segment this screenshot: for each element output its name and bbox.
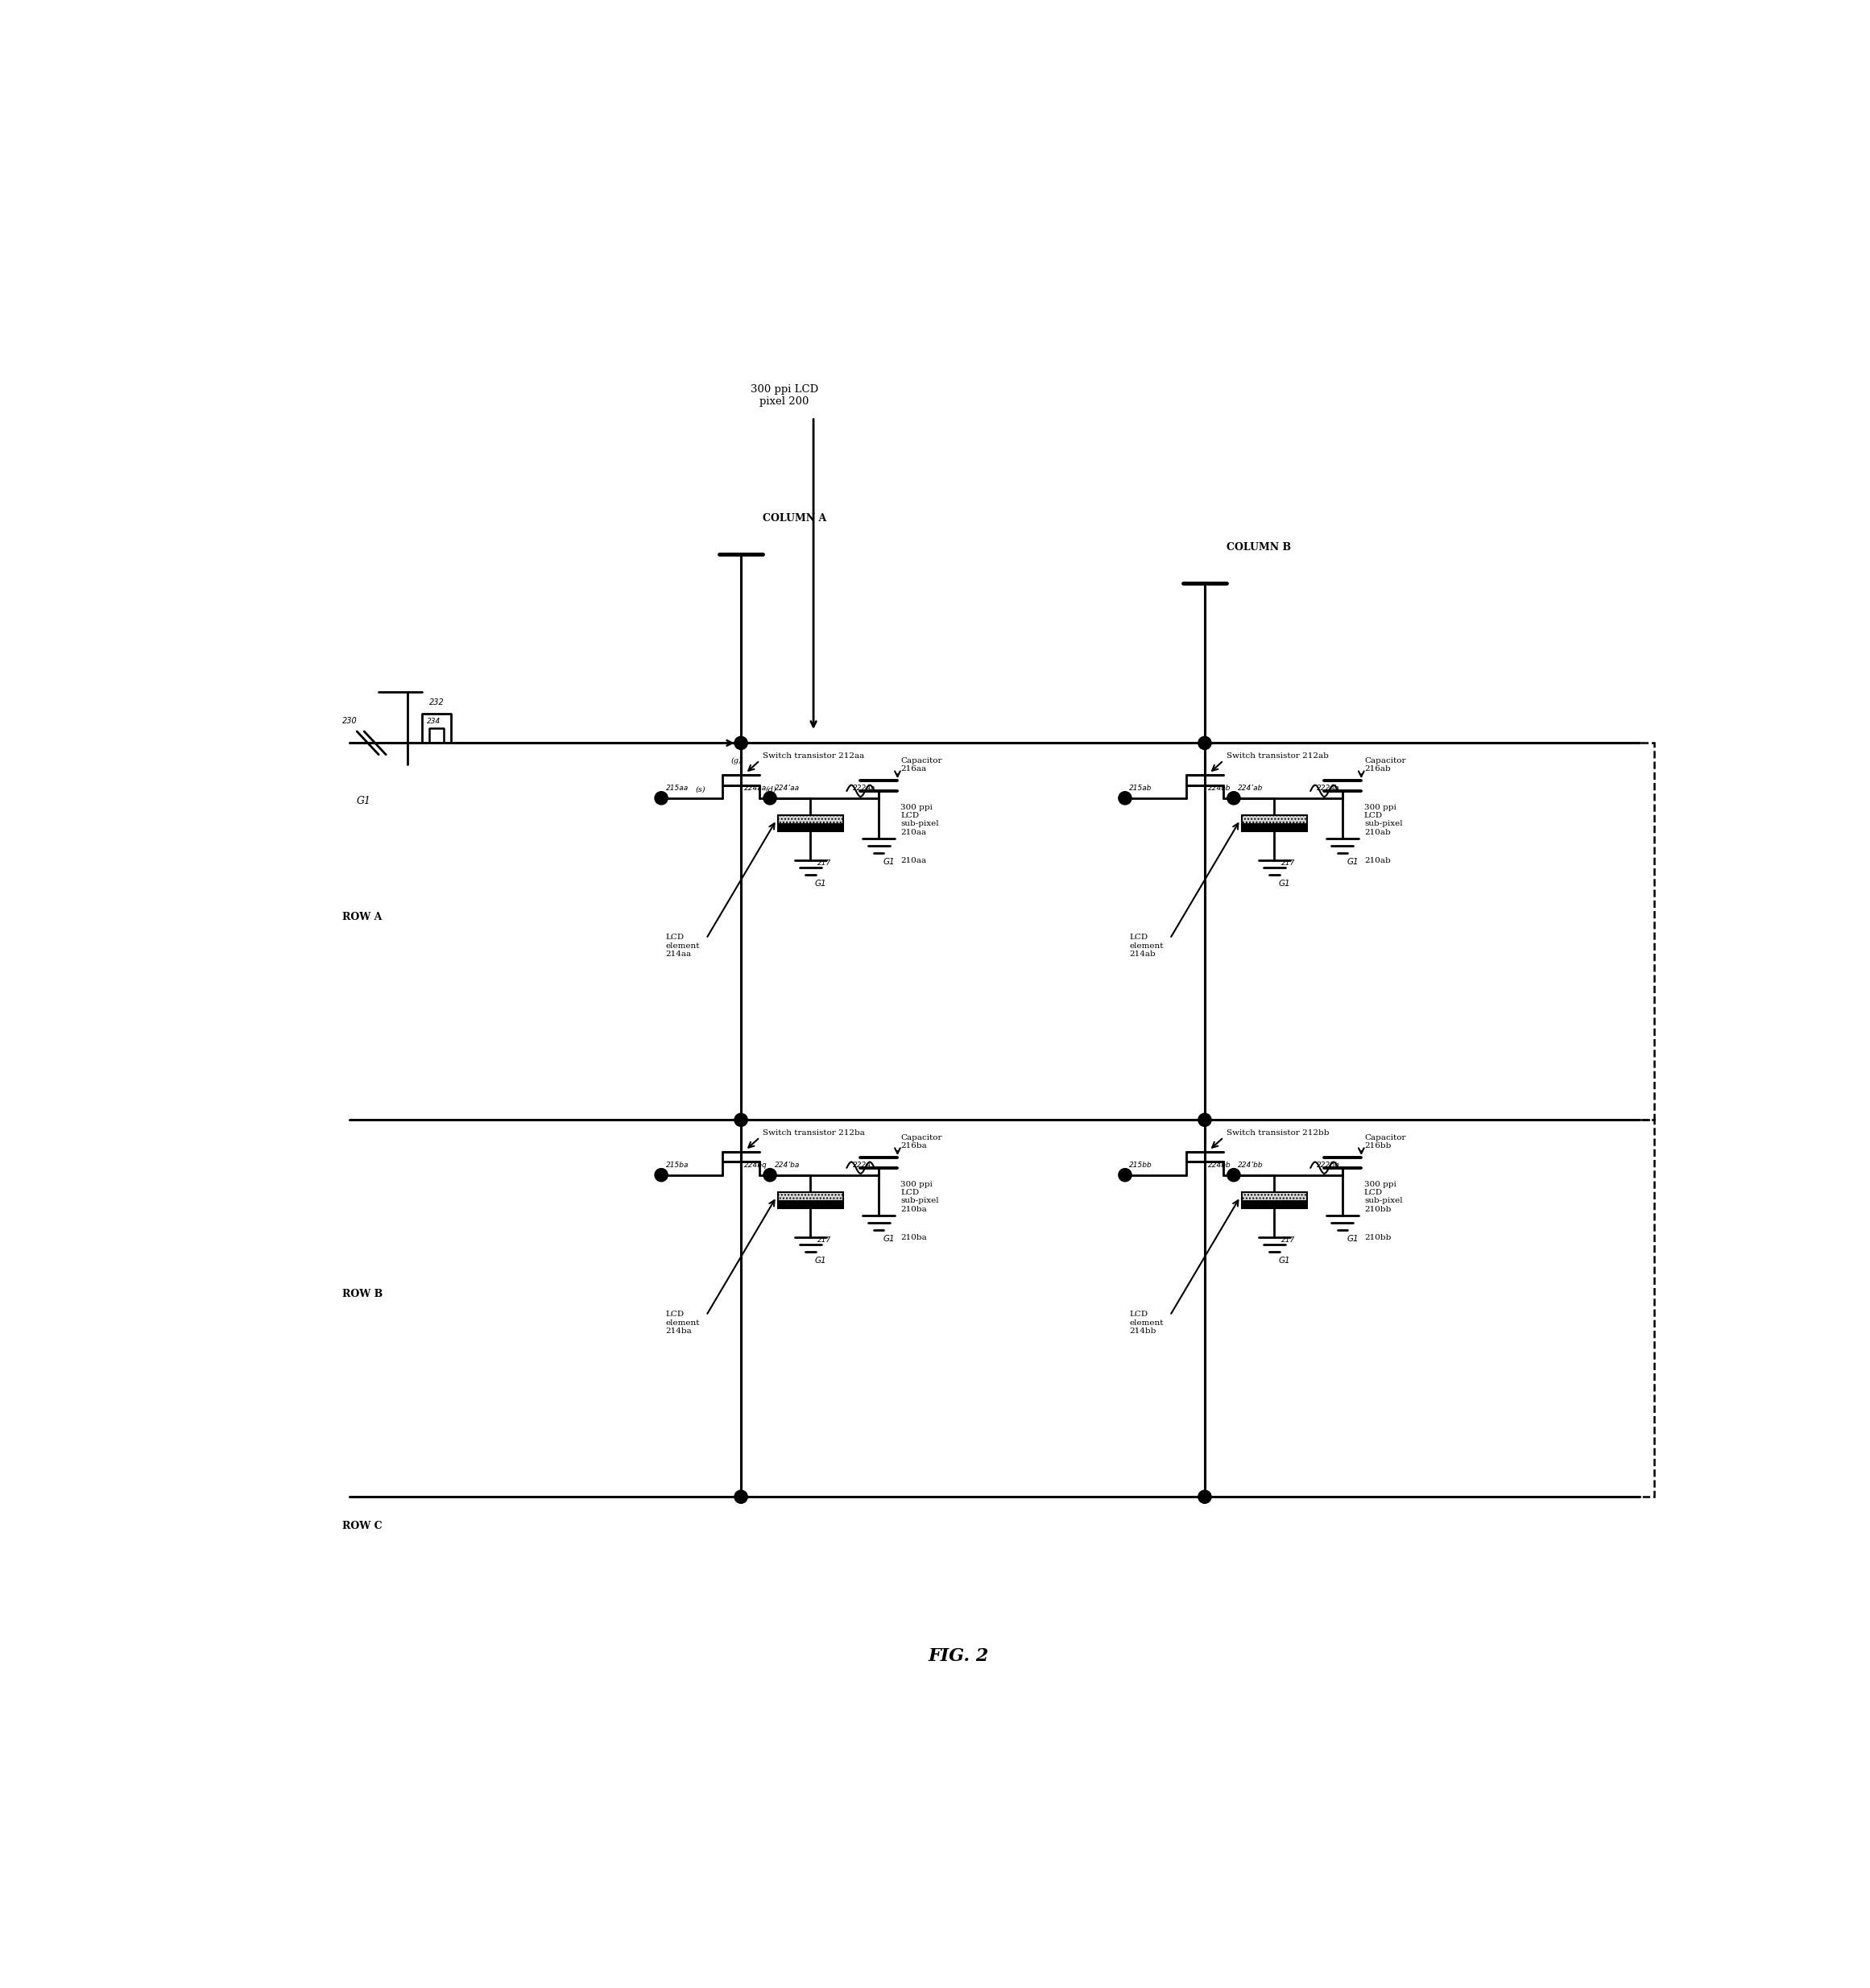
Text: 300 ppi
LCD
sub-pixel
210ba: 300 ppi LCD sub-pixel 210ba: [901, 1181, 939, 1213]
Text: 224bb: 224bb: [1208, 1161, 1230, 1169]
Text: Switch transistor 212ba: Switch transistor 212ba: [763, 1129, 866, 1137]
Text: 215aa: 215aa: [666, 785, 688, 791]
Text: Switch transistor 212aa: Switch transistor 212aa: [763, 751, 864, 759]
Text: 224aa: 224aa: [744, 785, 767, 791]
Text: 215ab: 215ab: [1129, 785, 1152, 791]
Text: (g): (g): [731, 757, 742, 763]
Text: ROW C: ROW C: [342, 1521, 381, 1531]
Text: Capacitor
216bb: Capacitor 216bb: [1365, 1133, 1406, 1149]
Text: G1: G1: [1346, 859, 1358, 867]
Circle shape: [735, 1491, 748, 1503]
Bar: [778, 1201, 843, 1209]
Circle shape: [763, 791, 776, 805]
Text: 234: 234: [426, 718, 441, 726]
Text: G1: G1: [883, 1235, 894, 1242]
Text: G1: G1: [815, 879, 827, 889]
Text: 210ab: 210ab: [1365, 857, 1391, 865]
Bar: [778, 825, 843, 831]
Bar: [1242, 825, 1307, 831]
Circle shape: [1199, 1113, 1212, 1127]
Text: Capacitor
216ab: Capacitor 216ab: [1365, 757, 1406, 773]
Circle shape: [1199, 1491, 1212, 1503]
Text: G1: G1: [815, 1256, 827, 1264]
Text: 232: 232: [430, 698, 445, 706]
Bar: [778, 815, 843, 825]
Text: 224’ba: 224’ba: [774, 1161, 800, 1169]
Text: ROW A: ROW A: [342, 912, 381, 922]
Text: 224’aa: 224’aa: [774, 785, 798, 791]
Bar: [778, 1193, 843, 1201]
Text: 224bq: 224bq: [744, 1161, 767, 1169]
Circle shape: [654, 791, 668, 805]
Circle shape: [735, 1113, 748, 1127]
Circle shape: [654, 1169, 668, 1181]
Text: Switch transistor 212ab: Switch transistor 212ab: [1227, 751, 1330, 759]
Text: G1: G1: [1279, 1256, 1290, 1264]
Text: G1: G1: [1346, 1235, 1358, 1242]
Text: 217: 217: [817, 1237, 832, 1244]
Text: 300 ppi
LCD
sub-pixel
210bb: 300 ppi LCD sub-pixel 210bb: [1365, 1181, 1402, 1213]
Text: 210bb: 210bb: [1365, 1235, 1391, 1241]
Text: 222bb: 222bb: [1316, 1161, 1339, 1169]
Text: LCD
element
214aa: LCD element 214aa: [666, 934, 699, 958]
Bar: [1204, 1119, 1655, 1497]
Bar: [741, 1119, 1204, 1497]
Circle shape: [1227, 791, 1240, 805]
Text: 224’bb: 224’bb: [1238, 1161, 1264, 1169]
Text: 210aa: 210aa: [901, 857, 926, 865]
Text: G1: G1: [883, 859, 894, 867]
Text: G1: G1: [1279, 879, 1290, 889]
Bar: [1204, 744, 1655, 1119]
Text: 300 ppi LCD
pixel 200: 300 ppi LCD pixel 200: [750, 384, 819, 406]
Text: 217: 217: [1281, 859, 1296, 867]
Text: FIG. 2: FIG. 2: [928, 1648, 989, 1666]
Text: 224’ab: 224’ab: [1238, 785, 1264, 791]
Text: Capacitor
216aa: Capacitor 216aa: [901, 757, 942, 773]
Text: 217: 217: [817, 859, 832, 867]
Circle shape: [1227, 1169, 1240, 1181]
Circle shape: [1199, 736, 1212, 749]
Text: 230: 230: [342, 718, 357, 726]
Text: LCD
element
214ab: LCD element 214ab: [1129, 934, 1163, 958]
Text: 215ba: 215ba: [666, 1161, 688, 1169]
Circle shape: [1118, 1169, 1131, 1181]
Circle shape: [735, 736, 748, 749]
Text: COLUMN B: COLUMN B: [1227, 543, 1290, 553]
Text: Capacitor
216ba: Capacitor 216ba: [901, 1133, 942, 1149]
Text: 217: 217: [1281, 1237, 1296, 1244]
Text: 222aa: 222aa: [853, 785, 875, 791]
Text: 215bb: 215bb: [1129, 1161, 1152, 1169]
Text: 300 ppi
LCD
sub-pixel
210aa: 300 ppi LCD sub-pixel 210aa: [901, 803, 939, 837]
Bar: [1242, 1201, 1307, 1209]
Bar: [741, 744, 1204, 1119]
Text: G1: G1: [357, 795, 372, 807]
Text: (s): (s): [696, 785, 705, 793]
Text: 222a: 222a: [853, 1161, 871, 1169]
Bar: [1242, 1193, 1307, 1201]
Circle shape: [763, 1169, 776, 1181]
Text: 210ba: 210ba: [901, 1235, 928, 1241]
Text: 224ob: 224ob: [1208, 785, 1230, 791]
Text: LCD
element
214ba: LCD element 214ba: [666, 1310, 699, 1334]
Text: 300 ppi
LCD
sub-pixel
210ab: 300 ppi LCD sub-pixel 210ab: [1365, 803, 1402, 837]
Text: ROW B: ROW B: [342, 1288, 383, 1298]
Bar: [1242, 815, 1307, 825]
Text: COLUMN A: COLUMN A: [763, 513, 827, 523]
Circle shape: [1118, 791, 1131, 805]
Text: LCD
element
214bb: LCD element 214bb: [1129, 1310, 1163, 1334]
Text: (d): (d): [767, 785, 776, 793]
Text: Switch transistor 212bb: Switch transistor 212bb: [1227, 1129, 1330, 1137]
Text: 222ab: 222ab: [1316, 785, 1339, 791]
